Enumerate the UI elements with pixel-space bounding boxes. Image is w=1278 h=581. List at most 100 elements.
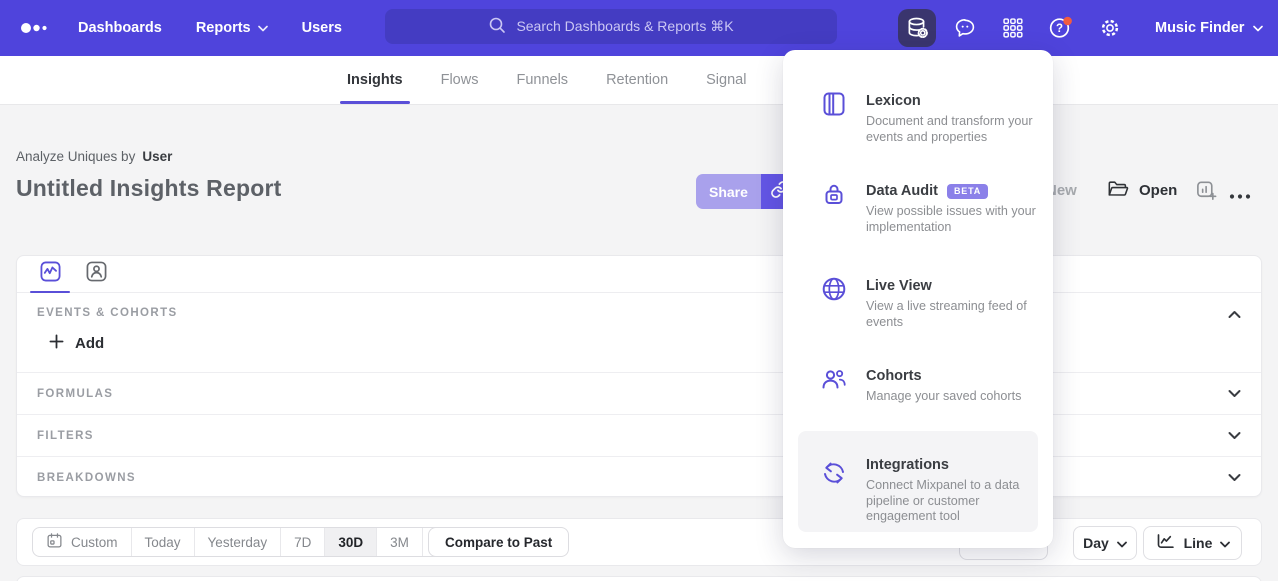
apps-grid-icon[interactable]: [994, 9, 1032, 47]
page-title[interactable]: Untitled Insights Report: [16, 175, 282, 201]
range-custom[interactable]: Custom: [33, 528, 131, 556]
chevron-down-icon: [1253, 20, 1264, 36]
folder-icon: [1107, 178, 1129, 203]
report-subtitle: Analyze Uniques by User: [16, 149, 172, 164]
nav-item-label: Dashboards: [78, 20, 162, 36]
primary-nav: Dashboards Reports Users: [78, 0, 342, 56]
chevron-down-icon[interactable]: [1228, 469, 1241, 487]
menu-item-cohorts[interactable]: Cohorts Manage your saved cohorts: [820, 367, 1041, 405]
person-icon: [86, 261, 107, 287]
menu-item-lexicon[interactable]: Lexicon Document and transform your even…: [820, 92, 1041, 145]
menu-item-title: Data Audit: [866, 183, 938, 199]
line-chart-icon: [40, 261, 61, 287]
chart-panel: [16, 576, 1262, 581]
nav-item-dashboards[interactable]: Dashboards: [78, 20, 162, 36]
menu-item-title: Live View: [866, 278, 932, 294]
tab-flows[interactable]: Flows: [440, 72, 479, 88]
range-3m[interactable]: 3M: [376, 528, 422, 556]
menu-item-live-view[interactable]: Live View View a live streaming feed of …: [820, 277, 1041, 330]
data-management-icon[interactable]: [898, 9, 936, 47]
add-to-dashboard-icon[interactable]: [1195, 179, 1218, 207]
integrations-sync-icon: [820, 459, 848, 492]
menu-item-text: Live View View a live streaming feed of …: [866, 277, 1041, 330]
data-audit-lock-icon: [820, 180, 848, 213]
project-switcher[interactable]: Music Finder: [1155, 0, 1264, 56]
line-chart-icon: [1155, 531, 1176, 555]
section-label: BREAKDOWNS: [37, 471, 136, 484]
section-filters[interactable]: FILTERS: [17, 414, 1261, 456]
search-input[interactable]: Search Dashboards & Reports ⌘K: [385, 9, 837, 44]
plus-icon: [49, 334, 64, 353]
add-event-button[interactable]: Add: [49, 334, 104, 353]
menu-item-description: View possible issues with your implement…: [866, 204, 1036, 234]
nav-item-label: Reports: [195, 20, 251, 36]
section-formulas[interactable]: FORMULAS: [17, 372, 1261, 414]
cohorts-people-icon: [820, 365, 848, 398]
range-30d[interactable]: 30D: [324, 528, 377, 556]
menu-item-data-audit[interactable]: Data Audit BETA View possible issues with…: [820, 182, 1041, 235]
search-placeholder: Search Dashboards & Reports ⌘K: [516, 18, 734, 34]
chevron-down-icon[interactable]: [1228, 385, 1241, 403]
menu-item-text: Integrations Connect Mixpanel to a data …: [866, 456, 1030, 525]
calendar-icon: [46, 532, 63, 552]
nav-item-users[interactable]: Users: [302, 20, 342, 36]
menu-item-title: Integrations: [866, 457, 949, 473]
chevron-down-icon: [1116, 535, 1127, 551]
report-tabbar: Insights Flows Funnels Retention Signal …: [0, 56, 1278, 105]
menu-item-text: Data Audit BETA View possible issues with…: [866, 182, 1041, 235]
builder-view-tabs: [17, 256, 1261, 293]
subtitle-prefix: Analyze Uniques by: [16, 149, 136, 164]
range-label: Custom: [71, 534, 118, 550]
menu-item-text: Cohorts Manage your saved cohorts: [866, 367, 1021, 405]
open-report-button[interactable]: Open: [1107, 178, 1177, 203]
range-yesterday[interactable]: Yesterday: [193, 528, 281, 556]
section-label: EVENTS & COHORTS: [37, 307, 178, 319]
chevron-down-icon[interactable]: [1228, 427, 1241, 445]
subtitle-value[interactable]: User: [142, 149, 173, 164]
menu-item-description: Document and transform your events and p…: [866, 114, 1033, 144]
menu-item-title: Cohorts: [866, 368, 922, 384]
nav-item-reports[interactable]: Reports: [196, 20, 268, 36]
section-breakdowns[interactable]: BREAKDOWNS: [17, 456, 1261, 498]
profiles-tab[interactable]: [73, 256, 119, 292]
lexicon-book-icon: [820, 90, 848, 123]
events-chart-tab[interactable]: [27, 256, 73, 293]
compare-to-past-button[interactable]: Compare to Past: [428, 527, 570, 557]
project-name: Music Finder: [1155, 20, 1245, 36]
chevron-down-icon: [1220, 535, 1231, 551]
tab-retention[interactable]: Retention: [606, 72, 669, 88]
interval-dropdown[interactable]: Day: [1073, 526, 1137, 560]
share-button[interactable]: Share: [696, 174, 761, 209]
help-icon[interactable]: ?: [1042, 9, 1080, 47]
menu-item-description: View a live streaming feed of events: [866, 299, 1027, 329]
section-label: FORMULAS: [37, 387, 114, 400]
chevron-down-icon: [257, 25, 268, 32]
tab-insights[interactable]: Insights: [328, 56, 422, 104]
top-navbar: Dashboards Reports Users Search Dashboar…: [0, 0, 1278, 56]
chevron-up-icon[interactable]: [1228, 306, 1241, 324]
live-view-globe-icon: [820, 275, 848, 308]
range-7d[interactable]: 7D: [280, 528, 324, 556]
settings-gear-icon[interactable]: [1091, 9, 1129, 47]
chart-type-dropdown[interactable]: Line: [1143, 526, 1242, 560]
interval-label: Day: [1083, 535, 1109, 551]
open-label: Open: [1139, 182, 1178, 199]
more-options-icon[interactable]: [1229, 187, 1251, 205]
add-label: Add: [75, 335, 105, 352]
query-builder-panel: EVENTS & COHORTS Add FORMULAS FILTERS BR…: [16, 255, 1262, 497]
beta-badge: BETA: [946, 183, 989, 199]
chart-controls-bar: Custom Today Yesterday 7D 30D 3M 6M 12M …: [16, 518, 1262, 566]
new-report-button[interactable]: New: [1046, 182, 1077, 199]
tab-signal[interactable]: Signal: [706, 72, 747, 88]
tab-funnels[interactable]: Funnels: [516, 72, 569, 88]
section-label: FILTERS: [37, 429, 94, 442]
menu-item-integrations[interactable]: Integrations Connect Mixpanel to a data …: [798, 431, 1038, 532]
menu-item-description: Connect Mixpanel to a data pipeline or c…: [866, 478, 1020, 523]
menu-item-description: Manage your saved cohorts: [866, 389, 1022, 403]
range-today[interactable]: Today: [130, 528, 194, 556]
search-icon: [488, 16, 506, 37]
mixpanel-logo[interactable]: [20, 18, 52, 43]
feedback-bubble-icon[interactable]: [946, 9, 984, 47]
section-events-cohorts[interactable]: EVENTS & COHORTS Add: [17, 293, 1261, 372]
